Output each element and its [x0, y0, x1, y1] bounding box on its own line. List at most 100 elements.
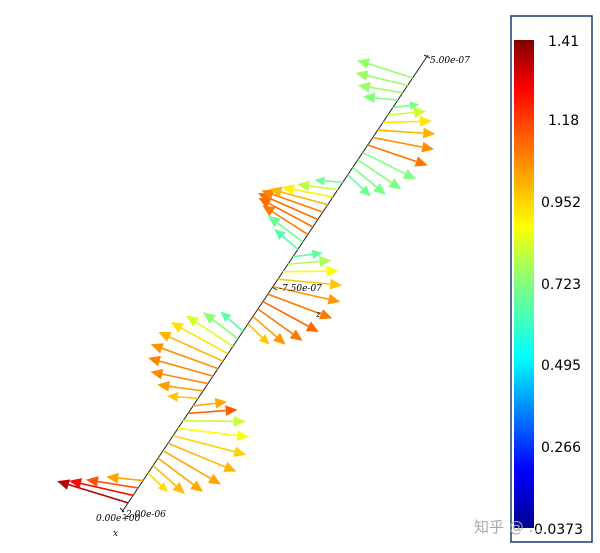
vector-arrow-head [359, 185, 371, 197]
vector-arrow-head [327, 293, 341, 305]
vector-arrow-shaft [172, 434, 235, 453]
colorbar-gradient [514, 40, 534, 528]
vector-arrow-shaft [362, 151, 406, 175]
axis-label-mid: -7.50e-07 [279, 284, 322, 294]
vector-arrow-head [158, 331, 172, 342]
vector-arrow-head [258, 333, 270, 345]
vector-arrow-shaft [271, 211, 309, 236]
vector-arrow-shaft [162, 373, 209, 385]
vector-arrow-shaft [292, 253, 313, 258]
vector-arrow-head [172, 481, 185, 494]
vector-arrow-shaft [282, 270, 327, 273]
colorbar-tick-6: 0.0373 [534, 522, 583, 538]
vector-arrow-shaft [157, 457, 194, 486]
vector-arrow-head [355, 70, 369, 81]
vector-arrow-head [233, 446, 247, 457]
vector-arrow-head [319, 309, 333, 320]
vector-arrow-shaft [367, 74, 408, 87]
vector-arrow-shaft [180, 327, 229, 355]
vector-arrow-head [267, 215, 281, 228]
colorbar-tick-4: 0.495 [541, 358, 581, 374]
vector-arrow-head [419, 115, 433, 127]
vector-arrow-head [314, 176, 325, 186]
vector-arrow-shaft [281, 235, 299, 250]
vector-arrow-shaft [372, 136, 423, 148]
vector-arrow-shaft [257, 308, 294, 335]
vector-arrow-head [157, 482, 168, 493]
vector-arrow-shaft [247, 323, 263, 338]
vector-arrow-head [421, 141, 435, 153]
vector-arrow-head [414, 156, 428, 167]
vector-arrow-shaft [252, 315, 278, 338]
vector-arrow-head [305, 321, 319, 332]
vector-arrow-shaft [277, 222, 304, 243]
vector-arrow-shaft [192, 402, 216, 407]
colorbar-tick-1: 1.18 [548, 113, 579, 129]
vector-arrow-shaft [272, 193, 324, 213]
vector-arrow-shaft [369, 86, 403, 94]
vector-arrow-shaft [287, 260, 320, 266]
vector-arrow-shaft [357, 159, 392, 184]
vector-arrow-shaft [195, 321, 234, 347]
vector-arrow-head [289, 329, 303, 341]
vector-arrow-shaft [152, 464, 177, 487]
vector-arrow-head [388, 178, 402, 190]
vector-arrow-head [214, 397, 228, 409]
vector-arrow-shaft [262, 300, 309, 327]
vector-arrow-shaft [187, 409, 226, 415]
vector-arrow-shaft [367, 144, 417, 163]
vector-arrow-shaft [161, 347, 219, 370]
vector-arrow-head [269, 186, 283, 198]
axis-tick [119, 507, 125, 513]
vector-arrow-head [203, 312, 217, 324]
vector-arrow-head [166, 391, 179, 402]
vector-arrow-head [207, 473, 222, 485]
vector-arrow-shaft [324, 180, 343, 184]
watermark: 知乎 @ ... [474, 518, 543, 536]
axis-label-start-b: -2.00e-06 [123, 510, 166, 520]
vector-arrow-shaft [368, 63, 413, 79]
axis-label-x: x [113, 529, 118, 539]
vector-arrow-head [274, 228, 286, 240]
colorbar-tick-5: 0.266 [541, 440, 581, 456]
vector-arrow-shaft [159, 360, 214, 377]
vector-arrow-head [262, 205, 276, 217]
vector-arrow-shaft [227, 317, 244, 332]
vector-arrow-head [147, 355, 162, 367]
vector-arrow-head [170, 322, 184, 333]
vector-arrow-head [69, 478, 83, 489]
axis-label-start-a: 0.00e+00 [96, 514, 141, 524]
vector-arrow-head [402, 169, 417, 180]
vector-arrow-head [357, 81, 371, 93]
vector-arrow-shaft [268, 197, 319, 221]
vector-arrow-shaft [118, 477, 144, 482]
axis-tick [423, 54, 431, 59]
vector-arrow-head [409, 101, 420, 110]
vector-arrow-shaft [352, 166, 378, 188]
vector-arrow-shaft [167, 442, 226, 468]
vector-arrow-shaft [392, 104, 411, 109]
vector-arrow-head [413, 107, 427, 118]
colorbar-tick-3: 0.723 [541, 277, 581, 293]
colorbar-tick-0: 1.41 [548, 34, 579, 50]
main-axis-line [121, 54, 429, 513]
vector-arrow-head [329, 278, 343, 290]
vector-arrow-shaft [382, 120, 421, 124]
vector-arrow-shaft [267, 293, 322, 315]
vector-arrow-shaft [277, 278, 331, 285]
vector-arrow-head [258, 197, 272, 209]
vector-arrow-head [422, 127, 436, 139]
vector-arrow-shaft [177, 396, 199, 400]
vector-arrow-shaft [268, 202, 314, 228]
vector-arrow-head [220, 311, 232, 323]
vector-arrow-head [106, 472, 119, 484]
vector-arrow-head [85, 476, 99, 487]
vector-arrow-head [261, 189, 275, 200]
vector-arrow-head [362, 92, 376, 104]
vector-arrow-shaft [212, 318, 239, 340]
vector-arrow-shaft [97, 480, 139, 489]
vector-arrow-head [373, 183, 386, 195]
vector-arrow-head [190, 480, 204, 492]
colorbar-tick-2: 0.952 [541, 195, 581, 211]
